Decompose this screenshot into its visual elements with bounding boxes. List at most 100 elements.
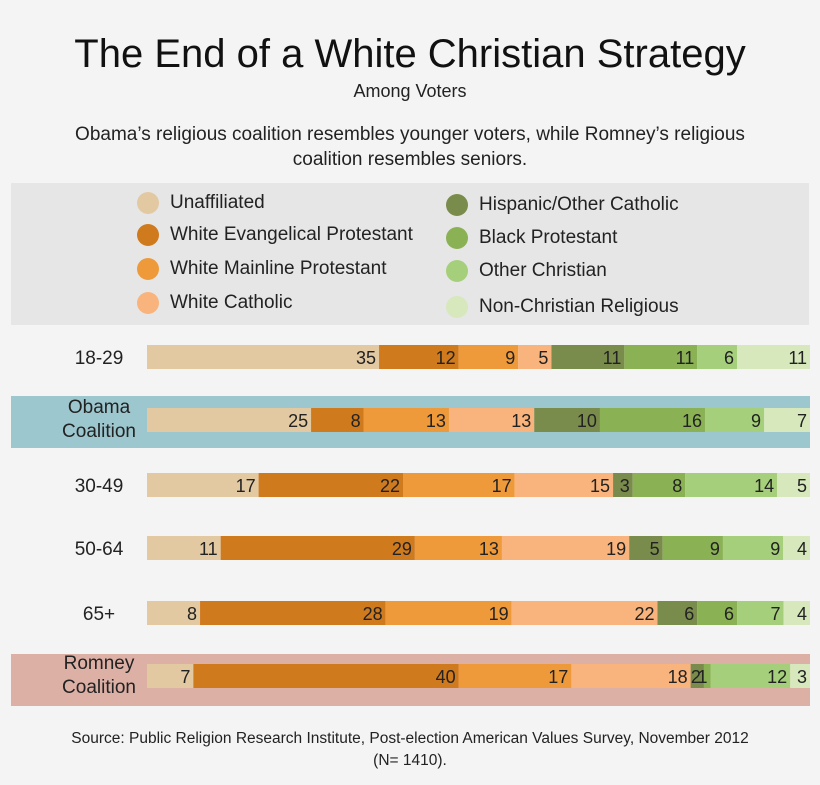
chart-subtitle: Among Voters [353, 81, 467, 101]
data-label: 6 [724, 604, 734, 624]
data-label: 7 [770, 604, 780, 624]
bar-segment-unaffiliated [147, 473, 259, 497]
bar-segment-white-catholic [518, 345, 552, 369]
data-label: 22 [634, 604, 654, 624]
legend-swatch [137, 258, 159, 280]
data-label: 6 [724, 348, 734, 368]
bar-segment-hispanic-other-catholic [551, 345, 625, 369]
data-label: 19 [489, 604, 509, 624]
data-label: 11 [676, 348, 695, 368]
legend-swatch [446, 296, 468, 318]
data-label: 9 [751, 411, 761, 431]
data-label: 5 [650, 539, 660, 559]
legend-swatch [446, 194, 468, 216]
data-label: 19 [606, 539, 626, 559]
legend-label: Non-Christian Religious [479, 296, 679, 317]
data-label: 8 [672, 476, 682, 496]
bar-segment-black-protestant [662, 536, 723, 560]
data-label: 22 [380, 476, 400, 496]
bar-segment-black-protestant [599, 408, 705, 432]
data-label: 29 [392, 539, 412, 559]
bar-segment-white-evangelical-protestant [311, 408, 364, 432]
data-label: 17 [548, 667, 568, 687]
data-label: 7 [797, 411, 807, 431]
chart-title: The End of a White Christian Strategy [74, 32, 746, 76]
bar-segment-hispanic-other-catholic [534, 408, 600, 432]
data-label: 17 [492, 476, 512, 496]
bar-segment-unaffiliated [147, 536, 221, 560]
bar-segment-white-mainline-protestant [458, 345, 519, 369]
bar-segment-white-catholic [511, 601, 658, 625]
data-label: 28 [363, 604, 383, 624]
bar-segment-white-evangelical-protestant [220, 536, 415, 560]
bar-segment-black-protestant [697, 601, 738, 625]
chart-description: Obama’s religious coalition resembles yo… [75, 124, 745, 170]
data-label: 13 [511, 411, 531, 431]
data-label: 7 [180, 667, 190, 687]
bar-segment-other-christian [737, 601, 784, 625]
category-label: 50-64 [75, 539, 124, 560]
data-label: 2 [691, 667, 701, 687]
category-label: Romney Coalition [62, 653, 136, 698]
bar-segment-unaffiliated [147, 601, 201, 625]
bar-segment-unaffiliated [147, 408, 312, 432]
legend: Unaffiliated White Evangelical Protestan… [11, 183, 809, 325]
legend-swatch [446, 227, 468, 249]
bar-segment-white-mainline-protestant [363, 408, 449, 432]
bar-segment-white-mainline-protestant [385, 601, 512, 625]
data-label: 11 [603, 348, 622, 368]
bar-segment-non-christian-religious [777, 473, 810, 497]
bar-segment-other-christian [697, 345, 738, 369]
legend-label: Hispanic/Other Catholic [479, 194, 679, 215]
category-label: 18-29 [75, 348, 124, 369]
bar-segment-white-evangelical-protestant [200, 601, 386, 625]
bar-segment-non-christian-religious [764, 408, 810, 432]
data-label: 6 [684, 604, 694, 624]
source-note: Source: Public Religion Research Institu… [71, 730, 749, 769]
bar-segment-white-evangelical-protestant [193, 664, 459, 688]
bar-segment-white-evangelical-protestant [258, 473, 404, 497]
bar-segment-hispanic-other-catholic [613, 473, 633, 497]
bar-segment-white-mainline-protestant [458, 664, 572, 688]
data-label: 10 [577, 411, 597, 431]
bar-segment-non-christian-religious [783, 601, 810, 625]
data-label: 13 [479, 539, 499, 559]
category-label: Obama Coalition [62, 397, 136, 442]
data-label: 11 [199, 539, 218, 559]
data-label: 9 [710, 539, 720, 559]
data-label: 4 [797, 539, 807, 559]
data-label: 14 [754, 476, 774, 496]
data-label: 17 [236, 476, 256, 496]
data-label: 9 [505, 348, 515, 368]
category-label: 65+ [83, 604, 115, 625]
bar-segment-other-christian [722, 536, 784, 560]
legend-swatch [137, 224, 159, 246]
bar-segment-white-mainline-protestant [403, 473, 515, 497]
legend-label: Unaffiliated [170, 192, 265, 213]
data-label: 3 [797, 667, 807, 687]
legend-swatch [137, 292, 159, 314]
data-label: 5 [538, 348, 548, 368]
data-label: 1 [698, 667, 708, 687]
legend-swatch [137, 192, 159, 214]
data-label: 9 [770, 539, 780, 559]
legend-swatch [446, 260, 468, 282]
bar-segment-non-christian-religious [783, 536, 810, 560]
bar-segment-other-christian [685, 473, 778, 497]
bar-segment-hispanic-other-catholic [629, 536, 663, 560]
data-label: 15 [590, 476, 610, 496]
bar-segment-white-catholic [501, 536, 630, 560]
bar-segment-other-christian [710, 664, 791, 688]
bar-segment-white-catholic [514, 473, 614, 497]
legend-label: White Catholic [170, 292, 293, 313]
data-label: 12 [436, 348, 456, 368]
data-label: 8 [187, 604, 197, 624]
bar-segment-white-mainline-protestant [414, 536, 502, 560]
data-label: 18 [668, 667, 688, 687]
data-label: 35 [356, 348, 376, 368]
legend-label: Black Protestant [479, 227, 618, 248]
legend-label: White Evangelical Protestant [170, 224, 413, 245]
data-label: 8 [351, 411, 361, 431]
data-label: 12 [767, 667, 787, 687]
bar-segment-hispanic-other-catholic [657, 601, 698, 625]
